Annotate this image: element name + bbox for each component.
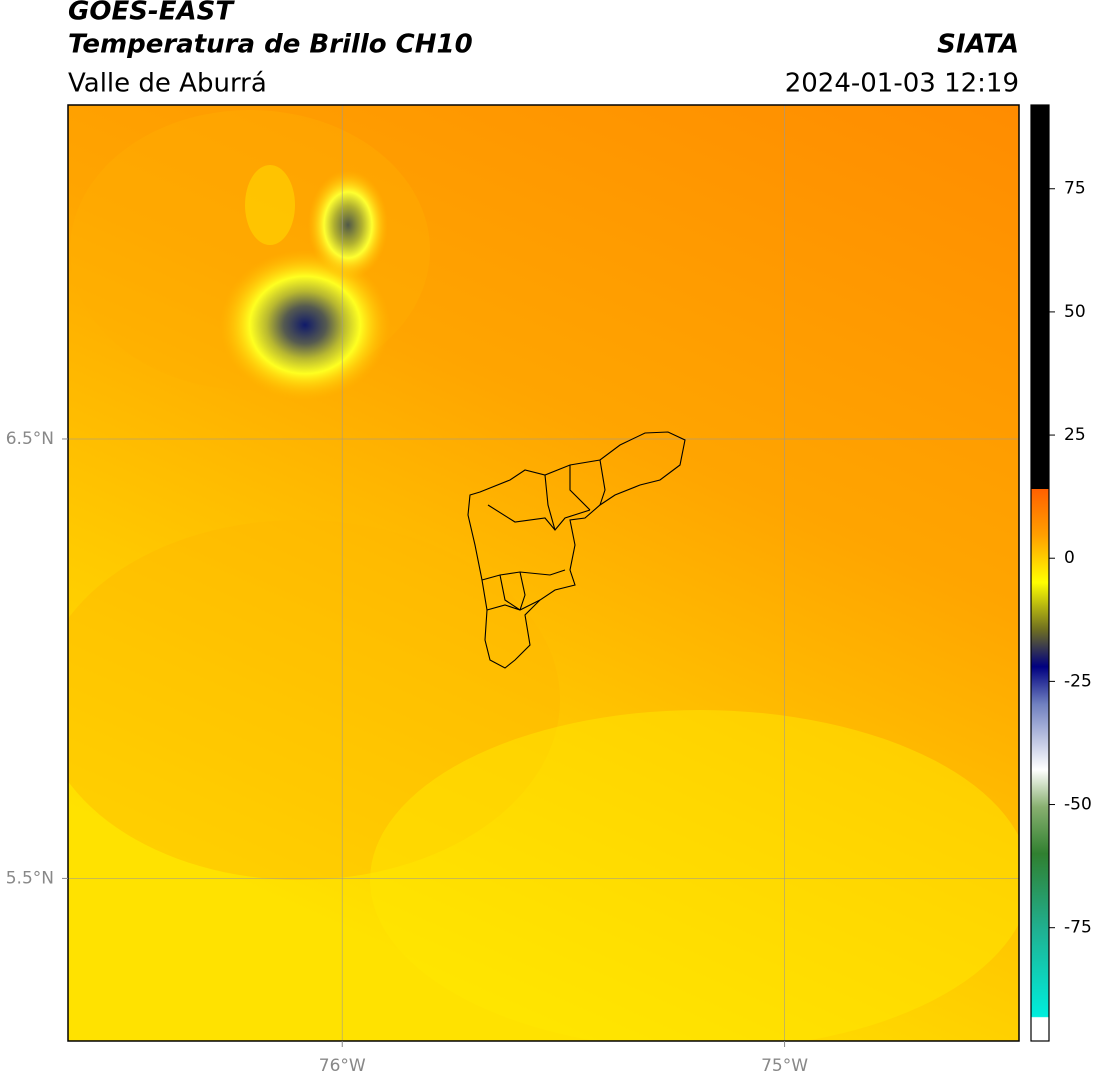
grid xyxy=(68,105,1019,1041)
cloud xyxy=(308,170,388,280)
colorbar-tick-label: -25 xyxy=(1064,671,1092,691)
field-patch xyxy=(370,710,1019,1041)
boundary xyxy=(467,431,686,669)
map-field xyxy=(68,105,1019,1041)
region: Valle de Aburrá xyxy=(68,69,267,99)
y-tick-label: 6.5°N xyxy=(6,429,54,449)
subtitle: Temperatura de Brillo CH10 xyxy=(68,30,473,60)
source: SIATA xyxy=(937,30,1019,60)
datetime: 2024-01-03 12:19 xyxy=(785,69,1019,99)
x-tick-label: 75°W xyxy=(761,1056,808,1076)
colorbar-tick-label: 50 xyxy=(1064,302,1086,322)
y-tick-label: 5.5°N xyxy=(6,868,54,888)
colorbar-tick-label: 25 xyxy=(1064,425,1086,445)
x-tick-label: 76°W xyxy=(319,1056,366,1076)
region-outline xyxy=(467,431,686,669)
colorbar-tick-label: 75 xyxy=(1064,179,1086,199)
map-frame xyxy=(67,104,1020,1042)
colorbar-tick-label: 0 xyxy=(1064,548,1075,568)
boundary xyxy=(481,459,606,611)
cloud xyxy=(220,250,390,400)
colorbar-tick-label: -75 xyxy=(1064,918,1092,938)
colorbar-tick-label: -50 xyxy=(1064,795,1092,815)
cloud xyxy=(245,165,295,245)
colorbar xyxy=(1030,104,1050,1042)
title: GOES-EAST xyxy=(68,0,235,27)
